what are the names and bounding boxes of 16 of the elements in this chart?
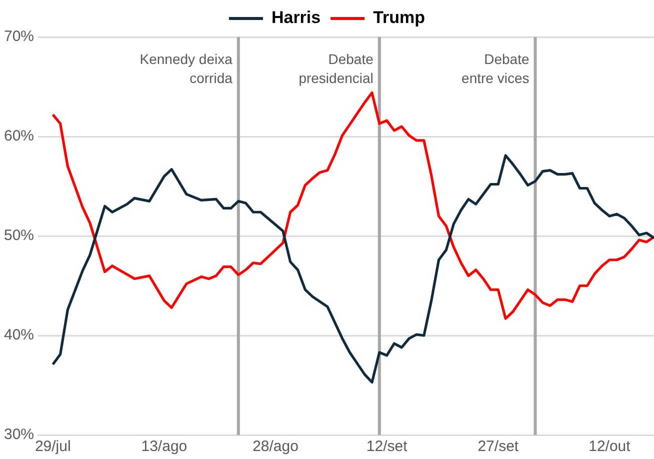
x-tick-label: 12/set xyxy=(366,438,408,456)
y-tick-label: 30% xyxy=(4,426,34,444)
ref-line-label: Debate presidencial xyxy=(298,50,374,86)
y-tick-label: 70% xyxy=(4,28,34,46)
x-tick-label: 27/set xyxy=(478,438,520,456)
ref-line-label: Debate entre vices xyxy=(462,50,530,86)
y-tick-label: 60% xyxy=(4,128,34,145)
x-tick-label: 13/ago xyxy=(141,438,188,456)
y-tick-label: 40% xyxy=(4,326,34,344)
legend-label: Harris xyxy=(271,8,321,28)
y-tick-label: 50% xyxy=(4,227,34,244)
legend-label: Trump xyxy=(373,8,426,28)
x-tick-label: 28/ago xyxy=(252,438,298,456)
x-tick-label: 12/out xyxy=(588,438,632,456)
ref-line-label: Kennedy deixa corrida xyxy=(140,50,233,86)
x-tick-label: 29/jul xyxy=(34,438,71,456)
